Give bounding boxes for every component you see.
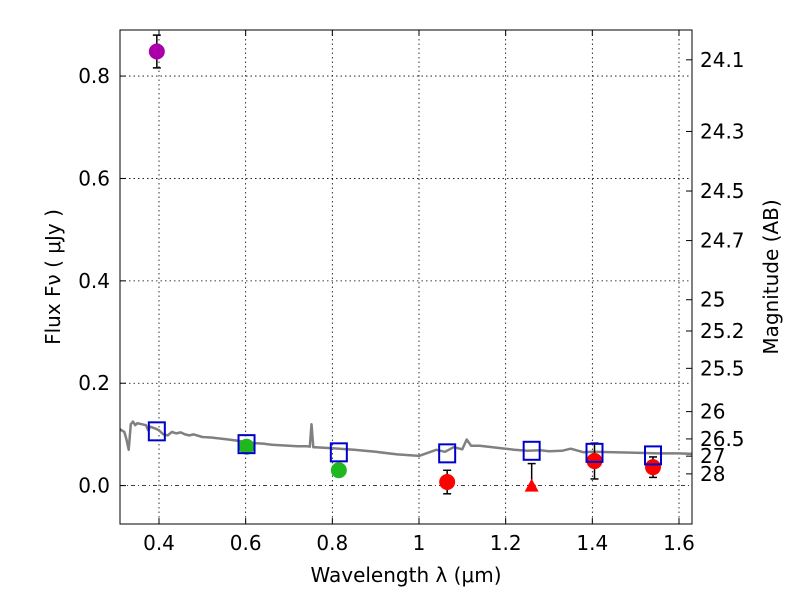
data-point-observed_green	[238, 438, 255, 455]
x-tick-label: 1	[413, 531, 426, 555]
model-band-flux-square	[438, 443, 457, 464]
x-tick-label: 1.6	[663, 531, 695, 555]
y-tick-label: 0.8	[78, 64, 110, 88]
mag-tick-label: 25.5	[700, 356, 745, 380]
mag-tick-label: 27	[700, 444, 725, 468]
data-point-observed_violet	[148, 43, 165, 60]
upper-limit-marker	[524, 478, 539, 492]
data-series	[119, 34, 693, 495]
mag-tick-label: 24.5	[700, 179, 745, 203]
axis-ticks: 0.4 0.6 0.8 1 1.2 1.4 1.6 0.0 0.2 0.4 0.6 0.8 24.1 24…	[78, 30, 745, 555]
mag-tick-label: 25	[700, 288, 725, 312]
x-tick-label: 0.6	[230, 531, 262, 555]
mag-tick-label: 26	[700, 400, 725, 424]
y-tick-label: 0.4	[78, 269, 110, 293]
x-tick-label: 1.4	[576, 531, 608, 555]
y-axis-title-right: Magnitude (AB)	[759, 199, 783, 354]
x-tick-label: 1.2	[490, 531, 522, 555]
data-point-observed_red	[645, 459, 661, 476]
grid	[120, 30, 692, 524]
y-tick-label: 0.6	[78, 166, 110, 190]
model-band-flux-square	[147, 421, 166, 442]
mag-tick-label: 25.2	[700, 319, 745, 343]
x-tick-label: 0.4	[143, 531, 175, 555]
model-sed-line	[119, 420, 693, 458]
mag-tick-label: 28	[700, 462, 725, 486]
data-point-observed_green	[330, 462, 347, 479]
y-axis-title-left: Flux Fν ( μJy )	[41, 209, 65, 345]
x-axis-title: Wavelength λ (μm)	[310, 563, 501, 587]
mag-tick-label: 24.1	[700, 48, 745, 72]
mag-tick-label: 26.5	[700, 427, 745, 451]
mag-tick-label: 24.3	[700, 119, 745, 143]
y-tick-label: 0.0	[78, 474, 110, 498]
model-band-flux-square	[585, 442, 604, 463]
y-tick-label: 0.2	[78, 371, 110, 395]
x-tick-label: 0.8	[316, 531, 348, 555]
plot-frame	[119, 29, 693, 525]
model-band-flux-square	[237, 434, 256, 455]
model-band-flux-square	[329, 442, 348, 463]
mag-tick-label: 24.7	[700, 229, 745, 253]
data-point-observed_red	[439, 474, 456, 491]
model-band-flux-square	[644, 445, 662, 466]
model-band-flux-square	[522, 440, 541, 461]
